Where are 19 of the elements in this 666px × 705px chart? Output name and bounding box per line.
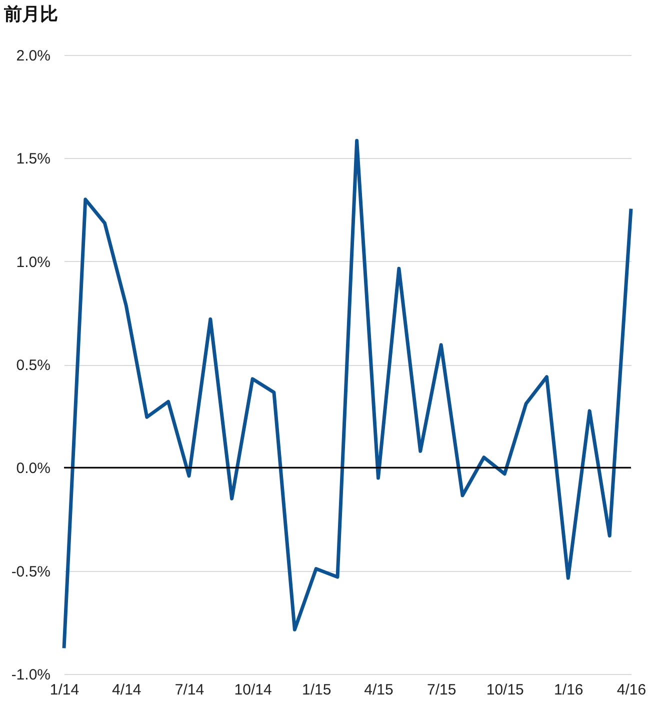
x-tick-label: 7/15 — [426, 682, 456, 698]
y-tick-label: -1.0% — [11, 666, 50, 684]
x-tick-label: 4/15 — [364, 682, 394, 698]
x-tick-label: 7/14 — [174, 682, 204, 698]
x-tick-label: 1/16 — [554, 682, 584, 698]
y-tick-label: -0.5% — [11, 563, 50, 580]
chart-title: 前月比 — [3, 4, 58, 24]
y-tick-label: 1.0% — [16, 254, 50, 271]
y-tick-label: 0.0% — [16, 460, 50, 478]
x-tick-label: 1/14 — [50, 682, 80, 698]
x-tick-label: 10/15 — [486, 682, 524, 698]
x-tick-label: 4/16 — [616, 682, 646, 698]
y-tick-label: 0.5% — [16, 357, 50, 374]
y-tick-label: 2.0% — [16, 48, 50, 64]
y-tick-label: 1.5% — [16, 150, 50, 168]
x-tick-label: 4/14 — [112, 682, 142, 698]
x-tick-label: 10/14 — [234, 682, 272, 698]
line-series — [62, 138, 633, 650]
x-tick-label: 1/15 — [302, 682, 332, 698]
